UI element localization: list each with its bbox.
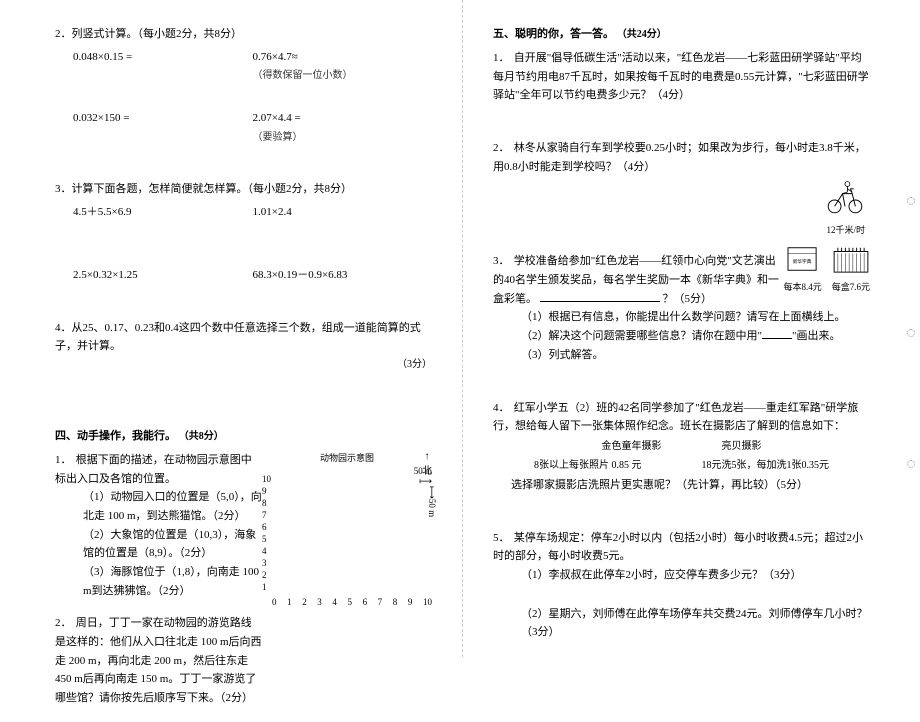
- s5-q3-sub1: （1）根据已有信息，你能提出什么数学问题？请写在上面横线上。: [521, 308, 870, 327]
- s4-q1-sub2: （2）大象馆的位置是（10,3），海象馆的位置是（8,9）。（2分）: [83, 526, 262, 563]
- q3-item-2b: 68.3×0.19－0.9×6.83: [253, 266, 433, 285]
- s4-q1-sub1: （1）动物园入口的位置是（5,0），向北走 100 m，到达熊猫馆。（2分）: [83, 488, 262, 525]
- pen-box-icon: [832, 244, 870, 274]
- s5-q1-text: 自开展"倡导低碳生活"活动以来，"红色龙岩——七彩蓝田研学驿站"平均每月节约用电…: [493, 52, 869, 101]
- s4-q2-text: 周日，丁丁一家在动物园的游览路线是这样的：他们从入口往北走 100 m后向西走 …: [55, 617, 262, 704]
- s5-q5: 5． 某停车场规定：停车2小时以内（包括2小时）每小时收费4.5元；超过2小时的…: [493, 529, 870, 642]
- s5-q5-sub2: （2）星期六，刘师傅在此停车场停车共交费24元。刘师傅停车几小时？（3分）: [521, 605, 870, 642]
- q4-choose-numbers: 4．从25、0.17、0.23和0.4这四个数中任意选择三个数，组成一道能简算的…: [55, 319, 432, 373]
- scale-h: 50 m⟼: [262, 466, 432, 487]
- s4-q1-num: 1．: [55, 451, 73, 470]
- page-binding-marks: [907, 0, 915, 657]
- q2-item-1a: 0.048×0.15 =: [73, 48, 253, 85]
- left-column: 2．列竖式计算。（每小题2分，共8分） 0.048×0.15 = 0.76×4.…: [0, 0, 462, 657]
- bike-label: 12千米/时: [493, 223, 865, 238]
- zoo-question-block: 1． 根据下面的描述，在动物园示意图中标出入口及各馆的位置。 （1）动物园入口的…: [55, 451, 432, 722]
- s5-q4-ask: 选择哪家摄影店洗照片更实惠呢？（先计算，再比较）（5分）: [511, 476, 870, 495]
- s5-q1: 1． 自开展"倡导低碳生活"活动以来，"红色龙岩——七彩蓝田研学驿站"平均每月节…: [493, 49, 870, 105]
- y-axis-labels: 10 9 8 7 6 5 4 3 2 1: [262, 473, 271, 593]
- shop1-price: 8张以上每张照片 0.85 元: [534, 457, 642, 474]
- s5-q4: 4． 红军小学五（2）班的42名同学参加了"红色龙岩——重走红军路"研学旅行，想…: [493, 399, 870, 495]
- q3-item-1a: 4.5＋5.5×6.9: [73, 203, 253, 222]
- s5-q3-blank-end: ？（5分）: [663, 293, 713, 305]
- north-indicator: 北: [422, 451, 432, 477]
- bike-icon: 12千米/时: [493, 176, 865, 238]
- x-axis-labels: 0 1 2 3 4 5 6 7 8 9 10: [272, 597, 432, 607]
- svg-text:新华字典: 新华字典: [792, 258, 811, 265]
- shop2-name: 亮贝摄影: [722, 438, 762, 455]
- q4-score: （3分）: [55, 356, 432, 373]
- section4-title: 四、动手操作，我能行。 （共8分）: [55, 427, 432, 443]
- s5-q5-num: 5．: [493, 529, 511, 548]
- book-price: 每本8.4元: [783, 280, 821, 295]
- q2-item-2a: 0.032×150 =: [73, 109, 253, 146]
- s5-q2: 2． 林冬从家骑自行车到学校要0.25小时；如果改为步行，每小时走3.8千米，用…: [493, 139, 870, 238]
- pen-price: 每盒7.6元: [832, 280, 870, 295]
- s5-q2-num: 2．: [493, 139, 511, 158]
- q2-item-2b: 2.07×4.4 =: [253, 112, 301, 124]
- q3-item-2a: 2.5×0.32×1.25: [73, 266, 253, 285]
- s5-q2-text: 林冬从家骑自行车到学校要0.25小时；如果改为步行，每小时走3.8千米，用0.8…: [493, 142, 866, 173]
- section5-title: 五、聪明的你，答一答。 （共24分）: [493, 25, 870, 41]
- goods-icons: 新华字典 每本8.4元 每盒7.6元: [783, 244, 870, 295]
- q2-vertical-calc: 2．列竖式计算。（每小题2分，共8分） 0.048×0.15 = 0.76×4.…: [55, 25, 432, 146]
- q2-note-1: （得数保留一位小数）: [253, 70, 353, 81]
- s4-q1-sub3: （3）海豚馆位于（1,8），向南走 100 m到达狒狒馆。（2分）: [83, 563, 262, 600]
- s5-q3: 新华字典 每本8.4元 每盒7.6元 3． 学校: [493, 252, 870, 364]
- book-icon: 新华字典: [784, 244, 822, 274]
- s5-q4-text: 红军小学五（2）班的42名同学参加了"红色龙岩——重走红军路"研学旅行，想给每人…: [493, 402, 858, 433]
- q2-item-1b: 0.76×4.7≈: [253, 51, 298, 63]
- scale-v: ⟼50 m: [427, 486, 437, 517]
- q3-simplify-calc: 3．计算下面各题，怎样简便就怎样算。（每小题2分，共8分） 4.5＋5.5×6.…: [55, 180, 432, 284]
- s5-q5-sub1: （1）李叔叔在此停车2小时，应交停车费多少元？（3分）: [521, 566, 870, 585]
- q4-title: 4．从25、0.17、0.23和0.4这四个数中任意选择三个数，组成一道能简算的…: [55, 322, 421, 353]
- s5-q3-sub3: （3）列式解答。: [521, 346, 870, 365]
- q3-item-1b: 1.01×2.4: [253, 203, 433, 222]
- s5-q4-num: 4．: [493, 399, 511, 418]
- right-column: 五、聪明的你，答一答。 （共24分） 1． 自开展"倡导低碳生活"活动以来，"红…: [462, 0, 920, 657]
- zoo-diagram-title: 动物园示意图: [262, 451, 432, 464]
- s4-q2-num: 2．: [55, 614, 73, 633]
- shop2-price: 18元洗5张，每加洗1张0.35元: [702, 457, 830, 474]
- zoo-diagram: 动物园示意图 北 10 9 8 7 6 5 4 3 2 1 50 m⟼ ⟼50 …: [262, 451, 432, 722]
- s5-q1-num: 1．: [493, 49, 511, 68]
- s5-q3-sub2-wrap: （2）解决这个问题需要哪些信息？请你在题中用""画出来。: [521, 327, 870, 346]
- q3-title: 3．计算下面各题，怎样简便就怎样算。（每小题2分，共8分）: [55, 180, 432, 199]
- q2-title: 2．列竖式计算。（每小题2分，共8分）: [55, 25, 432, 44]
- shop1-name: 金色童年摄影: [602, 438, 662, 455]
- blank-question-line: [540, 290, 660, 302]
- q2-note-2: （要验算）: [253, 132, 303, 143]
- s5-q3-num: 3．: [493, 252, 511, 271]
- s5-q5-text: 某停车场规定：停车2小时以内（包括2小时）每小时收费4.5元；超过2小时的部分，…: [493, 532, 863, 563]
- s4-q1-text: 根据下面的描述，在动物园示意图中标出入口及各馆的位置。: [55, 454, 252, 485]
